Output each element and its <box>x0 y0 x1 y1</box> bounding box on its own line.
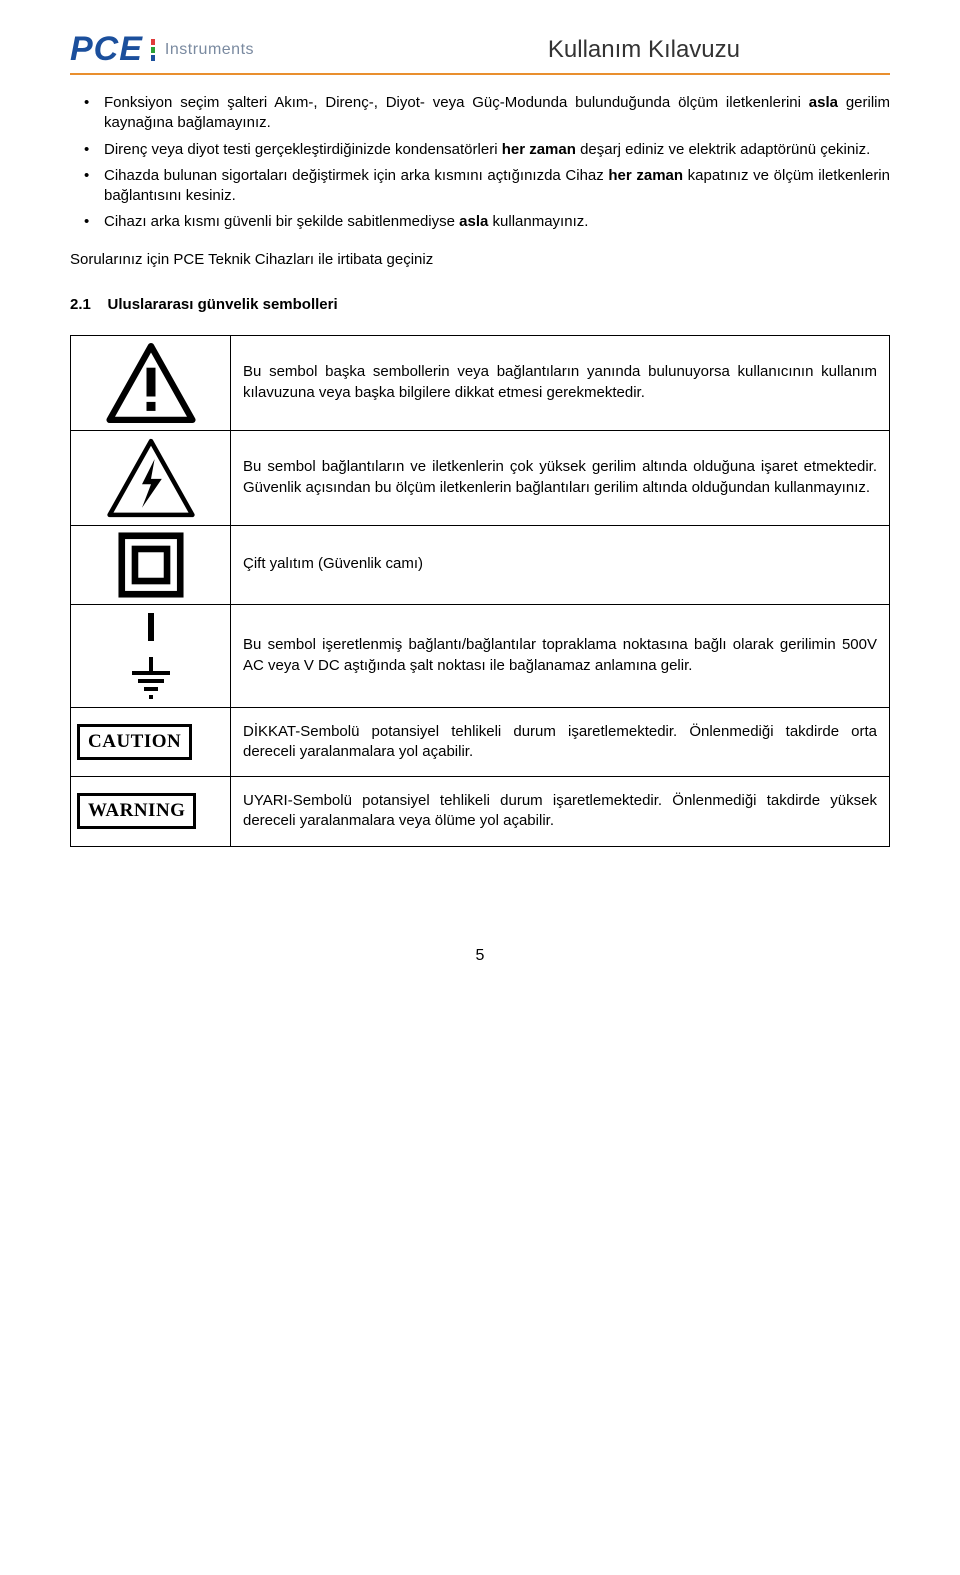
table-row: Bu sembol bağlantıların ve iletkenlerin … <box>71 430 890 525</box>
table-row: Çift yalıtım (Güvenlik camı) <box>71 525 890 604</box>
double-insulation-icon <box>71 525 231 604</box>
contact-line: Sorularınız için PCE Teknik Cihazları il… <box>70 251 890 268</box>
bullet-item: Cihazda bulunan sigortaları değiştirmek … <box>70 166 890 207</box>
table-row: Bu sembol başka sembollerin veya bağlant… <box>71 335 890 430</box>
logo-bars-icon <box>151 39 155 61</box>
bullet-item: Cihazı arka kısmı güvenli bir şekilde sa… <box>70 212 890 232</box>
bullet-item: Direnç veya diyot testi gerçekleştirdiği… <box>70 140 890 160</box>
logo-bar <box>151 47 155 53</box>
page: PCE Instruments Kullanım Kılavuzu Fonksi… <box>0 0 960 1005</box>
table-row: CAUTION DİKKAT-Sembolü potansiyel tehlik… <box>71 707 890 777</box>
warning-label-icon: WARNING <box>71 777 231 847</box>
symbols-table: Bu sembol başka sembollerin veya bağlant… <box>70 335 890 847</box>
table-row: Bu sembol işeretlenmiş bağlantı/bağlantı… <box>71 604 890 707</box>
symbol-desc: DİKKAT-Sembolü potansiyel tehlikeli duru… <box>231 707 890 777</box>
page-number: 5 <box>70 947 890 965</box>
header-rule <box>70 73 890 75</box>
symbol-desc: UYARI-Sembolü potansiyel tehlikeli durum… <box>231 777 890 847</box>
ground-icon <box>71 604 231 707</box>
document-title: Kullanım Kılavuzu <box>548 36 740 64</box>
caution-label-icon: CAUTION <box>71 707 231 777</box>
symbol-desc: Bu sembol işeretlenmiş bağlantı/bağlantı… <box>231 604 890 707</box>
table-row: WARNING UYARI-Sembolü potansiyel tehlike… <box>71 777 890 847</box>
section-heading: 2.1 Uluslararası günvelik sembolleri <box>70 296 890 313</box>
logo-bar <box>151 55 155 61</box>
symbol-desc: Bu sembol bağlantıların ve iletkenlerin … <box>231 430 890 525</box>
bullet-list: Fonksiyon seçim şalteri Akım-, Direnç-, … <box>70 93 890 233</box>
bullet-item: Fonksiyon seçim şalteri Akım-, Direnç-, … <box>70 93 890 134</box>
symbol-desc: Bu sembol başka sembollerin veya bağlant… <box>231 335 890 430</box>
logo-bar <box>151 39 155 45</box>
warning-exclaim-icon <box>71 335 231 430</box>
warning-bolt-icon <box>71 430 231 525</box>
logo: PCE Instruments <box>70 30 254 69</box>
logo-sub-text: Instruments <box>165 41 254 59</box>
page-header: PCE Instruments Kullanım Kılavuzu <box>70 30 890 69</box>
symbol-desc: Çift yalıtım (Güvenlik camı) <box>231 525 890 604</box>
logo-main-text: PCE <box>70 30 143 69</box>
